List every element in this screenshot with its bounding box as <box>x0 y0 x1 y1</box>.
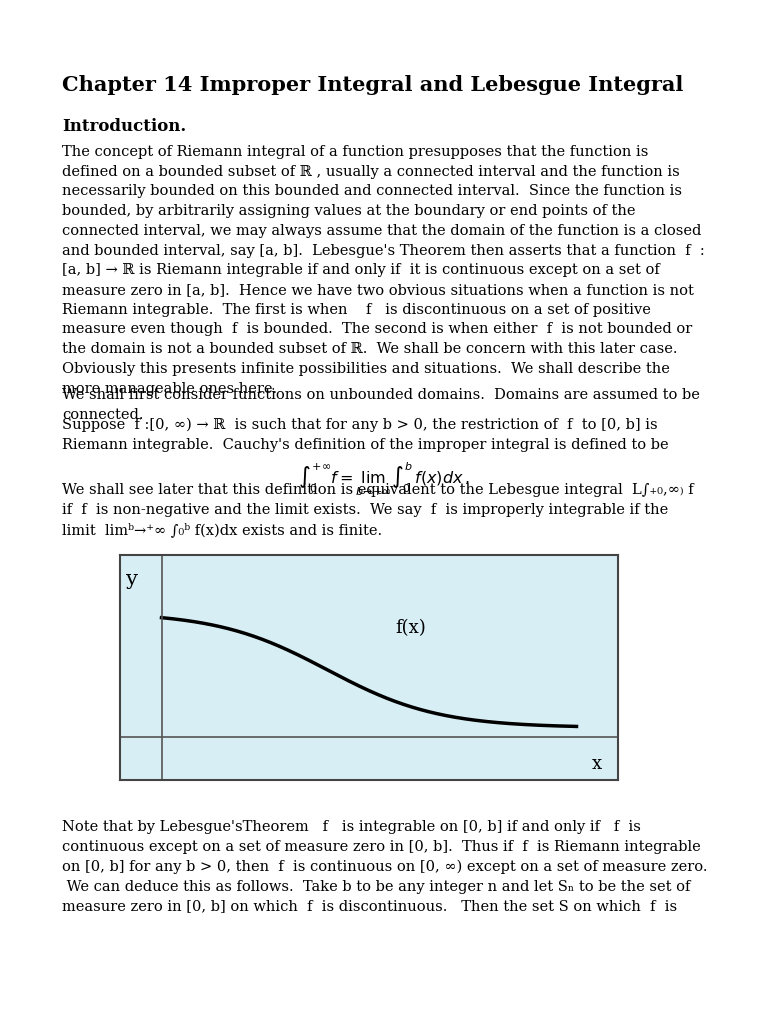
Text: The concept of Riemann integral of a function presupposes that the function is
d: The concept of Riemann integral of a fun… <box>62 145 705 395</box>
Text: $\int_0^{+\infty} f = \lim_{b \to +\infty} \int_0^b f(x)dx\,.$: $\int_0^{+\infty} f = \lim_{b \to +\inft… <box>298 461 470 499</box>
Text: Introduction.: Introduction. <box>62 118 187 135</box>
Text: We shall first consider functions on unbounded domains.  Domains are assumed to : We shall first consider functions on unb… <box>62 388 700 422</box>
Text: f(x): f(x) <box>395 618 426 637</box>
Text: Chapter 14 Improper Integral and Lebesgue Integral: Chapter 14 Improper Integral and Lebesgu… <box>62 75 684 95</box>
Text: Note that by Lebesgue'sTheorem   f   is integrable on [0, b] if and only if   f : Note that by Lebesgue'sTheorem f is inte… <box>62 820 707 913</box>
Text: Suppose  f :[0, ∞) → ℝ  is such that for any b > 0, the restriction of  f  to [0: Suppose f :[0, ∞) → ℝ is such that for a… <box>62 418 669 453</box>
Text: x: x <box>592 755 602 773</box>
Text: y: y <box>127 569 138 589</box>
Text: We shall see later that this definition is equivalent to the Lebesgue integral  : We shall see later that this definition … <box>62 483 694 538</box>
